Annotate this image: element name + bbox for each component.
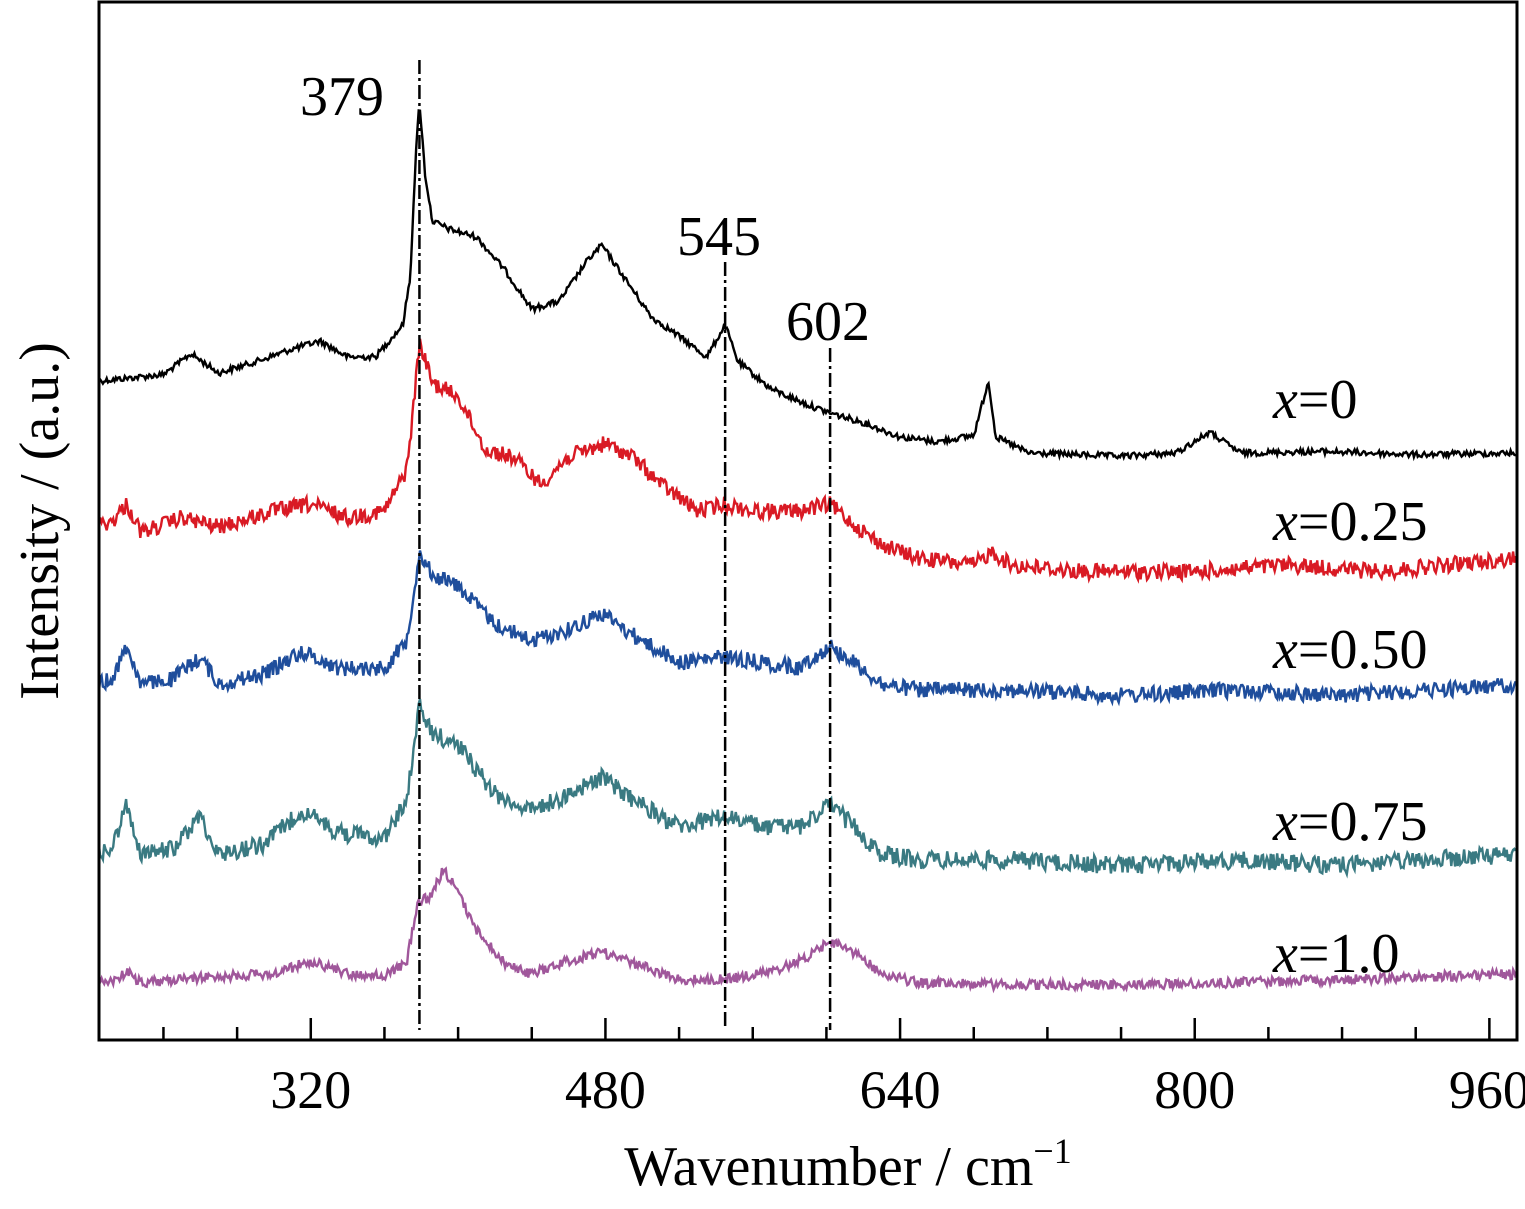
peak-labels: 379 545 602	[300, 66, 870, 353]
y-axis-title: Intensity / (a.u.)	[9, 342, 71, 700]
spectrum-line-2	[97, 550, 1517, 707]
series-labels: x=0 x=0.25 x=0.50 x=0.75 x=1.0	[1272, 369, 1427, 985]
peak-label-545: 545	[677, 206, 761, 268]
series-label-3: x=0.75	[1272, 791, 1427, 853]
series-label-0: x=0	[1272, 369, 1357, 431]
plot-frame	[97, 0, 1519, 1042]
x-tick-label-640: 640	[860, 1060, 941, 1120]
x-tick-label-960: 960	[1449, 1060, 1525, 1120]
peak-label-379: 379	[300, 66, 384, 128]
spectra-curves	[97, 109, 1517, 994]
spectrum-line-0	[97, 109, 1516, 462]
x-axis-tick-labels: 320 480 640 800 960	[270, 1060, 1525, 1120]
spectrum-line-4	[97, 866, 1517, 994]
spectrum-line-1	[97, 338, 1517, 584]
spectrum-line-3	[97, 698, 1517, 879]
series-label-2: x=0.50	[1272, 619, 1427, 681]
reference-peak-lines	[418, 60, 832, 1030]
x-axis-title: Wavenumber / cm−1	[624, 1131, 1071, 1198]
x-tick-label-320: 320	[270, 1060, 351, 1120]
x-axis-ticks	[162, 1018, 1491, 1040]
x-tick-label-480: 480	[565, 1060, 646, 1120]
series-label-1: x=0.25	[1272, 491, 1427, 553]
x-tick-label-800: 800	[1154, 1060, 1235, 1120]
series-label-4: x=1.0	[1272, 923, 1399, 985]
peak-label-602: 602	[786, 291, 870, 353]
